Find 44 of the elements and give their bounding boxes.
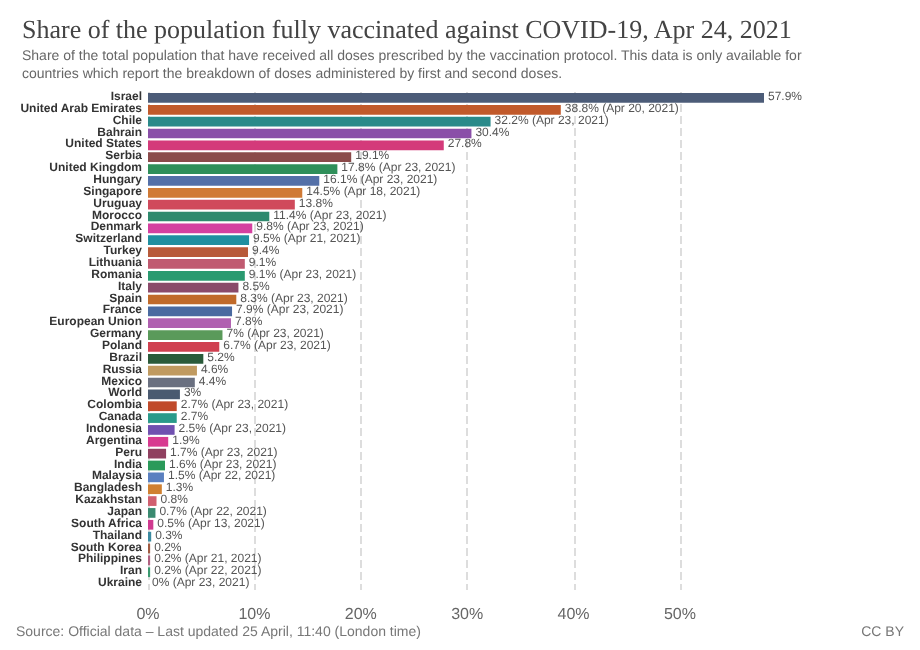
x-tick-label: 40% [557, 605, 590, 623]
bar [148, 116, 491, 127]
bar [148, 496, 157, 506]
x-tick-label: 30% [451, 605, 484, 623]
x-tick-label: 20% [344, 605, 377, 623]
bar [148, 401, 177, 412]
bar [148, 211, 270, 222]
bar [148, 484, 162, 495]
bar [148, 519, 154, 530]
bar [148, 270, 245, 281]
bar [148, 342, 220, 352]
bar [148, 294, 237, 305]
bar [148, 104, 561, 115]
bar [148, 176, 320, 186]
bar [148, 247, 249, 257]
bar [148, 425, 175, 435]
bar [148, 282, 239, 293]
bar [148, 187, 303, 198]
bar [148, 460, 166, 471]
bar [148, 164, 338, 174]
bar [148, 306, 233, 317]
bar [148, 436, 169, 447]
bar [148, 365, 197, 376]
x-tick-label: 0% [136, 605, 160, 623]
bar [148, 152, 352, 163]
bar [148, 377, 195, 388]
bar [148, 93, 764, 103]
bar [148, 140, 444, 151]
bar [148, 389, 180, 400]
chart-title: Share of the population fully vaccinated against COVID-19, Apr 24, 2021 [22, 14, 792, 44]
bar [148, 508, 156, 518]
bar [148, 330, 223, 340]
x-tick-label: 50% [663, 605, 696, 623]
bar [148, 235, 250, 246]
bar [148, 472, 164, 483]
bar [148, 128, 472, 139]
bar [148, 259, 245, 269]
bar [148, 223, 253, 234]
bar [148, 448, 167, 459]
bar [148, 199, 295, 210]
x-tick-label: 10% [238, 605, 271, 623]
bar [148, 413, 177, 423]
bar [148, 318, 231, 329]
bar [148, 353, 204, 364]
